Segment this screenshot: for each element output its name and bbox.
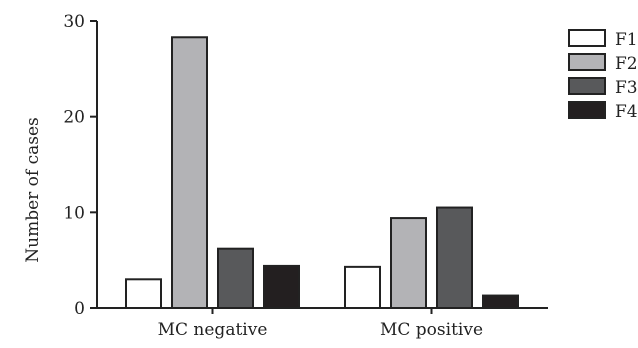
legend-swatch-f4 (568, 101, 606, 119)
bar-f3-1 (217, 247, 254, 309)
y-tick-label: 0 (74, 299, 85, 319)
y-axis: 0 10 20 30 (63, 12, 98, 319)
legend-label-f4: F4 (615, 102, 638, 122)
bar-f2-1 (171, 36, 208, 309)
bars (125, 36, 519, 310)
legend-label-f2: F2 (615, 54, 638, 74)
legend-swatch-f2 (568, 53, 606, 71)
legend-label-f3: F3 (615, 78, 638, 98)
y-tick-label: 20 (63, 108, 85, 128)
legend-swatch-f3 (568, 77, 606, 95)
legend-swatch-f1 (568, 29, 606, 47)
bar-f1-2 (344, 265, 381, 310)
legend: F1 F2 F3 F4 (568, 29, 638, 122)
x-category-label: MC negative (158, 320, 268, 340)
y-tick-label: 10 (63, 203, 85, 223)
bar-f4-1 (263, 264, 300, 310)
x-axis: MC negative MC positive (97, 307, 548, 340)
bar-f3-2 (436, 206, 473, 309)
bar-f1-1 (125, 278, 162, 309)
bar-f4-2 (482, 294, 519, 309)
bar-f2-2 (390, 217, 427, 309)
x-category-label: MC positive (380, 320, 483, 340)
y-tick-label: 30 (63, 12, 85, 32)
y-axis-title: Number of cases (23, 117, 43, 263)
legend-label-f1: F1 (615, 30, 638, 50)
